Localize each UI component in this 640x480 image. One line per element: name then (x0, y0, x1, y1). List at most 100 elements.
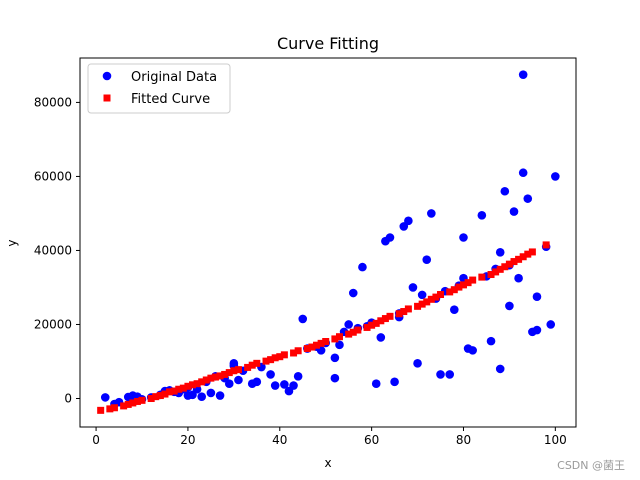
fitted-curve-point (400, 308, 408, 316)
fitted-curve-point (267, 356, 275, 364)
fitted-curve-point (505, 260, 513, 268)
fitted-curve-point (221, 370, 229, 378)
fitted-curve-point (290, 349, 298, 357)
fitted-curve-point (446, 288, 454, 296)
original-data-point (330, 353, 340, 363)
original-data-point (422, 255, 432, 265)
original-data-point (330, 373, 340, 383)
fitted-curve-point (528, 248, 536, 256)
original-data-point (532, 325, 542, 335)
fitted-curve-points (97, 241, 550, 414)
fitted-curve-point (120, 402, 128, 410)
x-tick-label: 20 (180, 433, 195, 447)
y-tick-label: 40000 (34, 243, 72, 257)
y-axis-ticks: 0 20000 40000 60000 80000 (34, 95, 80, 406)
legend-circle-marker (102, 71, 112, 81)
fitted-curve-point (524, 250, 532, 258)
fitted-curve-point (418, 300, 426, 308)
fitted-curve-point (184, 382, 192, 390)
fitted-curve-point (313, 341, 321, 349)
fitted-curve-point (198, 378, 206, 386)
fitted-curve-point (432, 293, 440, 301)
original-data-point (348, 288, 358, 298)
legend-square-marker (103, 94, 111, 102)
fitted-curve-point (303, 345, 311, 353)
original-data-point (468, 346, 477, 355)
fitted-curve-point (244, 363, 252, 371)
original-data-point (376, 333, 386, 342)
fitted-curve-point (262, 357, 270, 365)
fitted-curve-point (395, 310, 403, 318)
fitted-curve-point (423, 298, 431, 306)
x-axis-label: x (324, 456, 331, 470)
fitted-curve-point (492, 268, 500, 276)
original-data-point (385, 233, 395, 242)
fitted-curve-point (179, 384, 187, 392)
fitted-curve-point (331, 335, 339, 343)
fitted-curve-point (450, 286, 458, 294)
fitted-curve-point (253, 359, 261, 367)
original-data-point (252, 377, 262, 387)
fitted-curve-point (175, 385, 183, 393)
legend-label-original: Original Data (131, 70, 217, 85)
fitted-curve-point (294, 347, 302, 355)
x-axis-ticks: 0 20 40 60 80 100 (92, 427, 567, 447)
original-data-point (427, 209, 436, 218)
fitted-curve-point (464, 279, 472, 287)
fitted-curve-point (234, 366, 242, 374)
original-data-point (293, 371, 303, 381)
original-data-point (371, 379, 381, 388)
fitted-curve-point (271, 354, 279, 362)
plot-area: 0 20 40 60 80 100 0 20000 40000 60000 80000 (34, 57, 577, 447)
fitted-curve-point (469, 276, 477, 284)
fitted-curve-point (496, 265, 504, 273)
y-axis-label: y (5, 239, 19, 246)
fitted-curve-point (152, 393, 160, 401)
fitted-curve-point (308, 343, 316, 351)
fitted-curve-point (487, 271, 495, 279)
fitted-curve-point (276, 353, 284, 361)
fitted-curve-point (133, 397, 141, 405)
fitted-curve-point (368, 321, 376, 329)
original-data-point (100, 393, 110, 402)
fitted-curve-point (459, 281, 467, 289)
legend-label-fitted: Fitted Curve (131, 92, 210, 107)
x-tick-label: 80 (456, 433, 471, 447)
fitted-curve-point (455, 283, 463, 291)
original-data-point (358, 262, 367, 272)
fitted-curve-point (230, 367, 238, 375)
fitted-curve-point (97, 406, 105, 414)
fitted-curve-point (404, 305, 412, 313)
original-data-point (509, 207, 519, 216)
fitted-curve-point (363, 323, 371, 331)
y-tick-label: 20000 (34, 317, 72, 331)
fitted-curve-point (542, 241, 550, 249)
original-data-point (197, 392, 207, 401)
watermark: CSDN @菌王 (557, 459, 625, 472)
fitted-curve-point (515, 255, 523, 263)
fitted-curve-point (138, 396, 146, 404)
fitted-curve-point (207, 374, 215, 382)
fitted-curve-point (335, 333, 343, 341)
fitted-curve-point (202, 376, 210, 384)
original-data-point (445, 370, 455, 379)
fitted-curve-point (381, 315, 389, 323)
original-data-point (215, 391, 225, 400)
original-data-point (500, 186, 510, 196)
original-data-point (551, 172, 560, 181)
original-data-point (266, 370, 275, 379)
fitted-curve-point (322, 338, 330, 346)
y-tick-label: 60000 (34, 169, 72, 183)
fitted-curve-point (216, 372, 224, 380)
fitted-curve-point (501, 263, 509, 271)
fitted-curve-point (345, 330, 353, 338)
original-data-point (270, 381, 280, 390)
fitted-curve-point (166, 388, 174, 396)
fitted-curve-point (349, 328, 357, 336)
original-data-point (408, 283, 418, 292)
original-data-point (298, 314, 308, 324)
fitted-curve-point (317, 339, 325, 347)
x-tick-label: 60 (364, 433, 379, 447)
original-data-point (436, 370, 445, 379)
fitted-curve-point (478, 273, 486, 281)
